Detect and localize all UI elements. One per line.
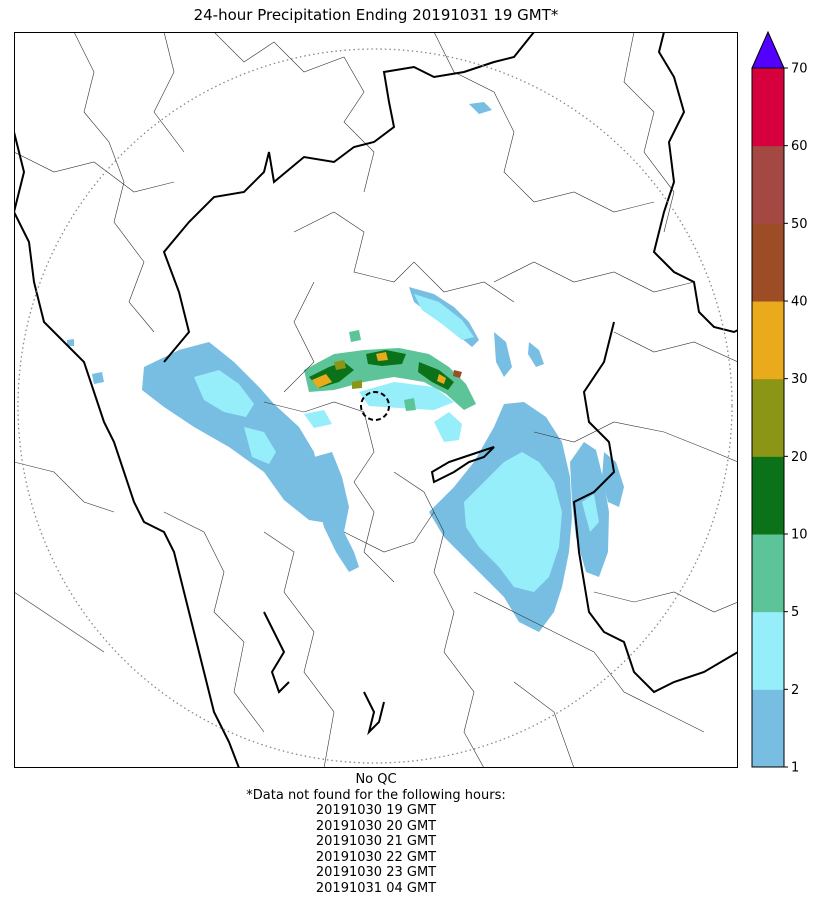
colorbar-segment	[752, 689, 784, 768]
missing-hour: 20191031 04 GMT	[315, 880, 437, 896]
colorbar-tick-label: 5	[791, 605, 799, 620]
colorbar-tick-label: 70	[791, 62, 808, 77]
district-boundaries	[14, 32, 738, 768]
state-borders	[14, 32, 738, 768]
colorbar-segment	[752, 378, 784, 457]
missing-data-header: *Data not found for the following hours:	[246, 787, 506, 803]
colorbar-tick-label: 30	[791, 372, 808, 387]
colorbar-segment	[752, 611, 784, 690]
colorbar-frame	[751, 67, 785, 768]
colorbar-tick-label: 50	[791, 217, 808, 232]
missing-hour: 20191030 23 GMT	[315, 865, 437, 880]
colorbar-legend: 1 2 5 10 20 30 40 50 60 70	[751, 30, 808, 774]
missing-hour: 20191030 21 GMT	[315, 834, 437, 849]
colorbar-tick-label: 1	[791, 761, 799, 774]
missing-hour: 20191030 19 GMT	[315, 803, 437, 818]
colorbar-segment	[752, 534, 784, 613]
colorbar-tick-label: 40	[791, 295, 808, 310]
colorbar-tick-label: 10	[791, 528, 808, 543]
colorbar-extend-triangle	[751, 30, 785, 69]
colorbar-segment	[752, 223, 784, 302]
precipitation-map	[14, 32, 738, 768]
radar-range-ring	[17, 48, 733, 764]
notes-block: No QC *Data not found for the following …	[0, 772, 752, 896]
colorbar-ticks: 1 2 5 10 20 30 40 50 60 70	[784, 62, 808, 774]
colorbar-segment	[752, 145, 784, 224]
no-qc-note: No QC	[355, 772, 397, 787]
colorbar-segments	[752, 68, 784, 768]
precip-2-5	[194, 294, 599, 592]
precip-convective-band	[304, 330, 476, 411]
map-title: 24-hour Precipitation Ending 20191031 19…	[193, 6, 559, 24]
radar-site-circle	[360, 391, 390, 421]
colorbar-tick-label: 20	[791, 450, 808, 465]
missing-hour: 20191030 20 GMT	[315, 818, 437, 834]
missing-hour: 20191030 22 GMT	[315, 849, 437, 865]
colorbar-tick-label: 2	[791, 683, 799, 698]
colorbar-segment	[752, 301, 784, 380]
colorbar-segment	[752, 456, 784, 535]
colorbar-segment	[752, 68, 784, 147]
colorbar-tick-label: 60	[791, 139, 808, 154]
